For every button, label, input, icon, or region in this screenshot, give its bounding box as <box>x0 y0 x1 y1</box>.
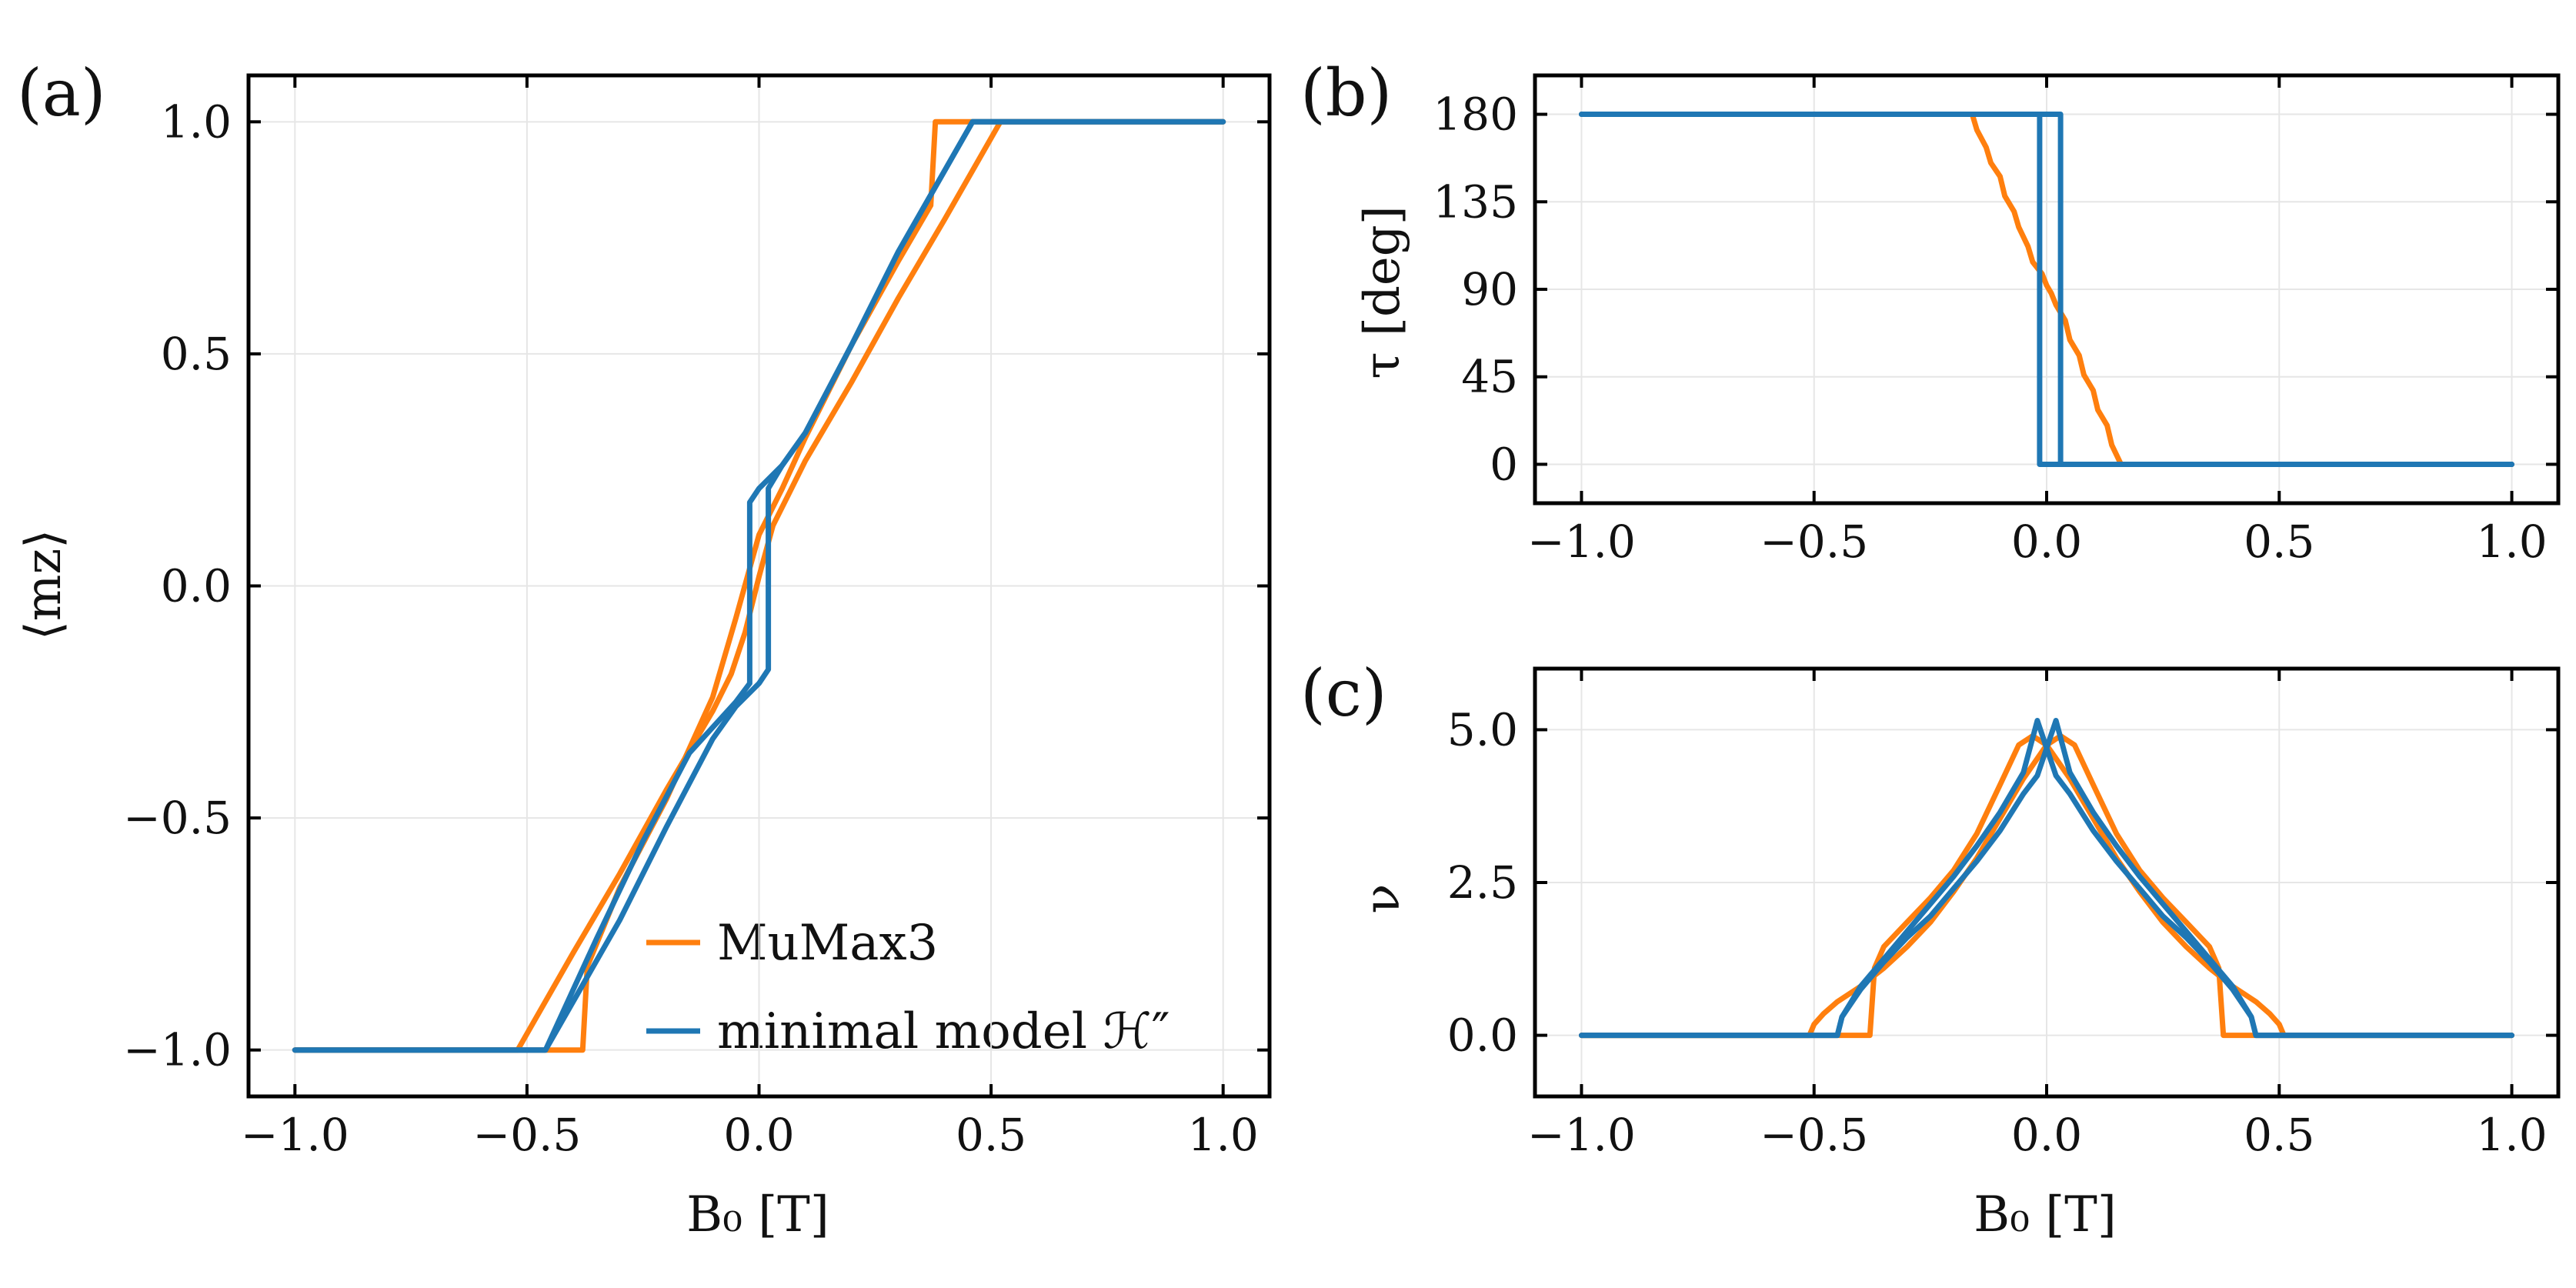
ytick-label-a-0: −1.0 <box>123 1024 232 1076</box>
legend: MuMax3 minimal model ℋ″ <box>646 915 1170 1060</box>
panel-c: (c) ν B₀ [T] −1.0 −0.5 0.0 0.5 1.0 0.0 2.5 5.0 <box>1300 656 2561 1243</box>
xtick-label-a-4: 1.0 <box>1188 1109 1259 1161</box>
ytick-label-b-0: 0 <box>1490 438 1518 490</box>
ytick-label-c-1: 2.5 <box>1447 856 1518 909</box>
xtick-label-c-0: −1.0 <box>1527 1109 1636 1161</box>
ytick-label-a-3: 0.5 <box>161 328 232 380</box>
series-line-c-0 <box>1579 732 2514 1039</box>
xtick-label-b-1: −0.5 <box>1760 516 1868 568</box>
ylabel-b: τ [deg] <box>1354 205 1411 379</box>
ytick-label-b-3: 135 <box>1433 175 1518 228</box>
legend-label-model: minimal model ℋ″ <box>717 1003 1170 1060</box>
xtick-label-b-0: −1.0 <box>1527 516 1636 568</box>
xtick-label-a-3: 0.5 <box>956 1109 1026 1161</box>
ytick-label-b-4: 180 <box>1433 88 1518 141</box>
grid-c <box>1535 669 2558 1096</box>
xtick-label-b-3: 0.5 <box>2244 516 2314 568</box>
ytick-label-a-2: 0.0 <box>161 560 232 612</box>
series-line-a-3 <box>292 118 1226 1053</box>
ylabel-a: ⟨mᴢ⟩ <box>15 529 72 640</box>
xtick-label-b-4: 1.0 <box>2476 516 2547 568</box>
xtick-label-c-3: 0.5 <box>2244 1109 2314 1161</box>
panel-label-a: (a) <box>17 55 106 131</box>
series-line-c-3 <box>1579 718 2514 1039</box>
ytick-label-c-0: 0.0 <box>1447 1009 1518 1062</box>
ytick-label-c-2: 5.0 <box>1447 703 1518 756</box>
xlabel-a: B₀ [T] <box>686 1186 829 1243</box>
series-group-c <box>1579 718 2514 1039</box>
ytick-label-b-1: 45 <box>1461 351 1518 403</box>
ticks-c: −1.0 −0.5 0.0 0.5 1.0 0.0 2.5 5.0 <box>1447 669 2558 1161</box>
panel-b: (b) τ [deg] −1.0 −0.5 0.0 0.5 1.0 0 45 90 135 180 <box>1300 55 2561 568</box>
ylabel-c: ν <box>1354 884 1411 914</box>
series-line-b-0 <box>1579 112 2514 467</box>
panel-a: (a) ⟨mᴢ⟩ B₀ [T] MuMax3 minimal model ℋ″ … <box>15 55 1272 1243</box>
xtick-label-a-1: −0.5 <box>472 1109 581 1161</box>
ticks-b: −1.0 −0.5 0.0 0.5 1.0 0 45 90 135 180 <box>1433 75 2558 568</box>
series-line-b-2 <box>1579 112 2514 467</box>
xtick-label-b-2: 0.0 <box>2011 516 2082 568</box>
ytick-label-a-1: −0.5 <box>123 792 232 844</box>
ytick-label-a-4: 1.0 <box>161 95 232 148</box>
xtick-label-a-0: −1.0 <box>241 1109 349 1161</box>
xtick-label-c-1: −0.5 <box>1760 1109 1868 1161</box>
ytick-label-b-2: 90 <box>1461 263 1518 315</box>
xlabel-c: B₀ [T] <box>1974 1186 2117 1243</box>
series-line-a-0 <box>292 118 1226 1053</box>
legend-label-mumax: MuMax3 <box>717 915 938 972</box>
series-group-a <box>292 118 1226 1053</box>
series-line-c-1 <box>1579 732 2514 1039</box>
series-group-b <box>1579 112 2514 467</box>
xtick-label-a-2: 0.0 <box>723 1109 794 1161</box>
panel-label-b: (b) <box>1300 55 1392 131</box>
ticks-a: −1.0 −0.5 0.0 0.5 1.0 −1.0 −0.5 0.0 0.5 1.0 <box>123 75 1270 1161</box>
xtick-label-c-2: 0.0 <box>2011 1109 2082 1161</box>
xtick-label-c-4: 1.0 <box>2476 1109 2547 1161</box>
panel-label-c: (c) <box>1300 656 1387 731</box>
